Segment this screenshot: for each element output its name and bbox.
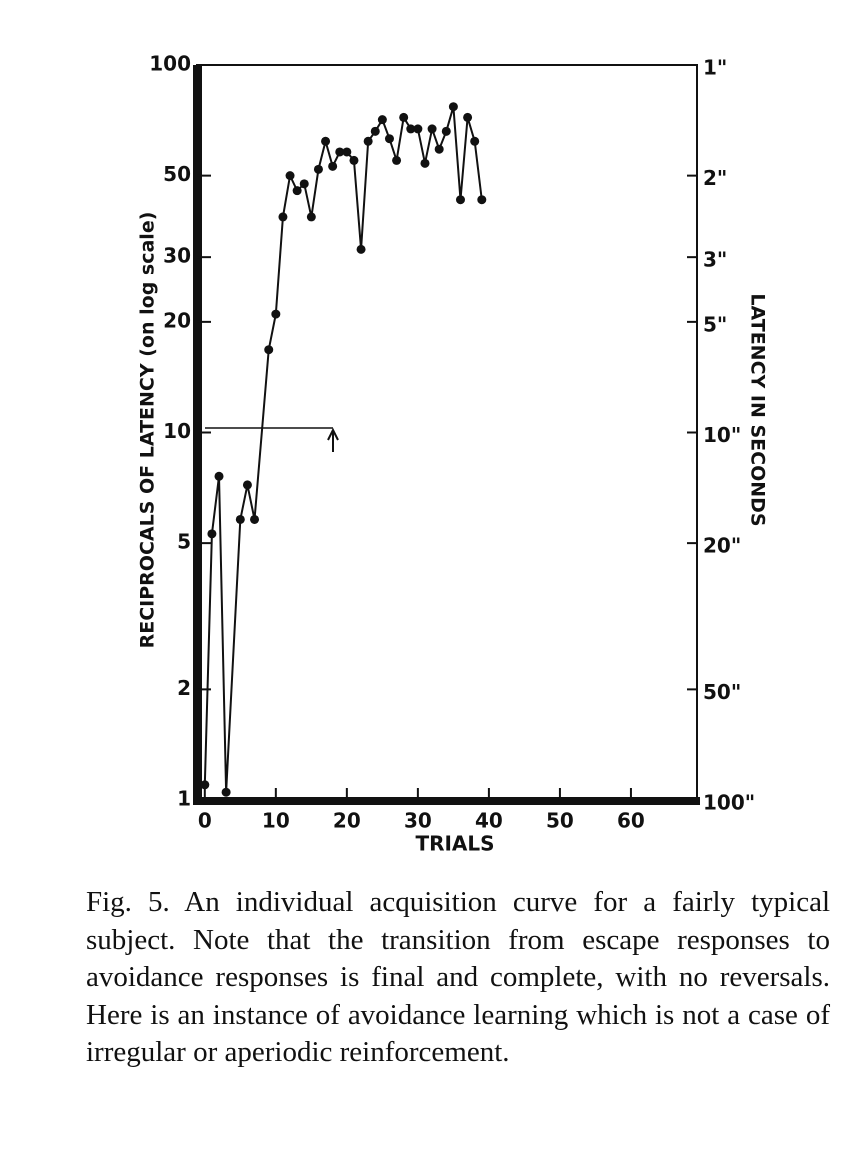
data-point [328,161,338,171]
data-point [306,212,316,222]
data-point [434,144,444,154]
data-point [321,136,331,146]
data-point [285,171,295,181]
y-tick-label: 20 [163,308,191,332]
y2-tick-label: 5" [703,312,727,336]
data-point [207,529,217,539]
data-point [477,195,487,205]
y2-tick-label: 3" [703,248,727,272]
data-point [392,155,402,165]
y-tick-label: 5 [177,530,191,554]
x-tick-label: 50 [546,809,574,833]
data-point [470,136,480,146]
y-tick-label: 100 [149,52,191,76]
y2-axis-label: LATENCY IN SECONDS [747,293,769,526]
x-tick-label: 20 [333,809,361,833]
x-tick-label: 10 [262,809,290,833]
data-point [463,112,473,122]
y-axis-label: RECIPROCALS OF LATENCY (on log scale) [137,212,159,649]
data-point [406,124,416,134]
data-point [292,186,302,196]
data-point [384,134,394,144]
data-point [455,195,465,205]
data-point [278,212,288,222]
data-point [313,164,323,174]
data-point [441,126,451,136]
chart: TRIALS RECIPROCALS OF LATENCY (on log sc… [137,52,769,856]
caption: Fig. 5. An individual acquisition curve … [86,886,830,1068]
y2-tick-label: 100" [703,791,755,815]
data-point [363,136,373,146]
y2-tick-label: 50" [703,680,741,704]
x-tick-label: 60 [617,809,645,833]
plot-frame [196,64,698,801]
x-tick-label: 40 [475,809,503,833]
y2-tick-label: 20" [703,534,741,558]
data-point [448,102,458,112]
y-tick-label: 2 [177,676,191,700]
bottom-axis [193,797,700,805]
data-point [377,115,387,125]
data-point [349,155,359,165]
left-axis [193,65,202,805]
data-point [420,158,430,168]
data-point [335,147,345,157]
y2-tick-label: 10" [703,423,741,447]
data-point [370,126,380,136]
data-point [221,787,231,797]
data-point [214,471,224,481]
data-point [427,124,437,134]
data-point [242,480,252,490]
data-point [271,309,281,319]
y-tick-label: 30 [163,244,191,268]
x-tick-label: 30 [404,809,432,833]
data-point [356,244,366,254]
data-point [299,179,309,189]
y-tick-label: 10 [163,419,191,443]
y-tick-label: 50 [163,162,191,186]
x-tick-label: 0 [198,809,212,833]
y2-tick-label: 1" [703,56,727,80]
data-line [203,106,483,793]
data-point [200,780,210,790]
data-point [342,147,352,157]
y2-tick-label: 2" [703,166,727,190]
data-point [264,345,274,355]
y-tick-label: 1 [177,787,191,811]
data-point [250,514,260,524]
data-point [399,112,409,122]
data-point [413,124,423,134]
data-point [235,514,245,524]
x-axis-label: TRIALS [415,832,494,856]
criterion-arrow [327,427,339,452]
